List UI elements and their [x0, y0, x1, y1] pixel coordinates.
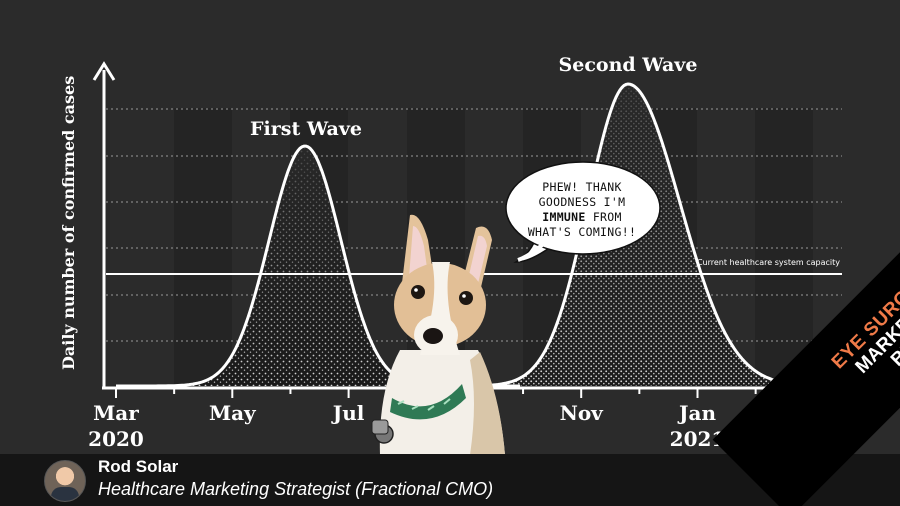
speech-bubble-text: PHEW! THANK GOODNESS I'M IMMUNE FROM WHA… — [518, 180, 646, 240]
first-wave-shade — [116, 146, 520, 386]
x-tick-label: May — [209, 401, 257, 425]
author-role: Healthcare Marketing Strategist (Fractio… — [98, 479, 494, 499]
x-tick-year: 2020 — [88, 427, 144, 451]
second-wave-label: Second Wave — [559, 54, 698, 76]
y-axis-arrow — [92, 61, 116, 81]
speech-line-rest: FROM — [585, 210, 622, 224]
x-tick-label: Mar — [93, 401, 139, 425]
x-tick-label: Jan — [677, 401, 716, 425]
dog-illustration — [371, 214, 505, 455]
x-tick-label: Jul — [331, 401, 365, 425]
first-wave-label: First Wave — [250, 118, 362, 140]
author-avatar — [44, 460, 86, 502]
speech-emphasis: IMMUNE — [542, 210, 586, 224]
speech-line: WHAT'S COMING!! — [527, 225, 637, 239]
speech-line: IMMUNE FROM — [518, 210, 646, 225]
band — [755, 108, 813, 388]
y-axis-label: Daily number of confirmed cases — [59, 76, 78, 370]
speech-line: PHEW! THANK — [542, 180, 622, 194]
author-name: Rod Solar — [98, 457, 179, 476]
capacity-label: Current healthcare system capacity — [697, 258, 840, 267]
speech-bubble — [505, 161, 661, 263]
speech-line: GOODNESS I'M — [538, 195, 626, 209]
x-tick-label: Nov — [560, 401, 605, 425]
